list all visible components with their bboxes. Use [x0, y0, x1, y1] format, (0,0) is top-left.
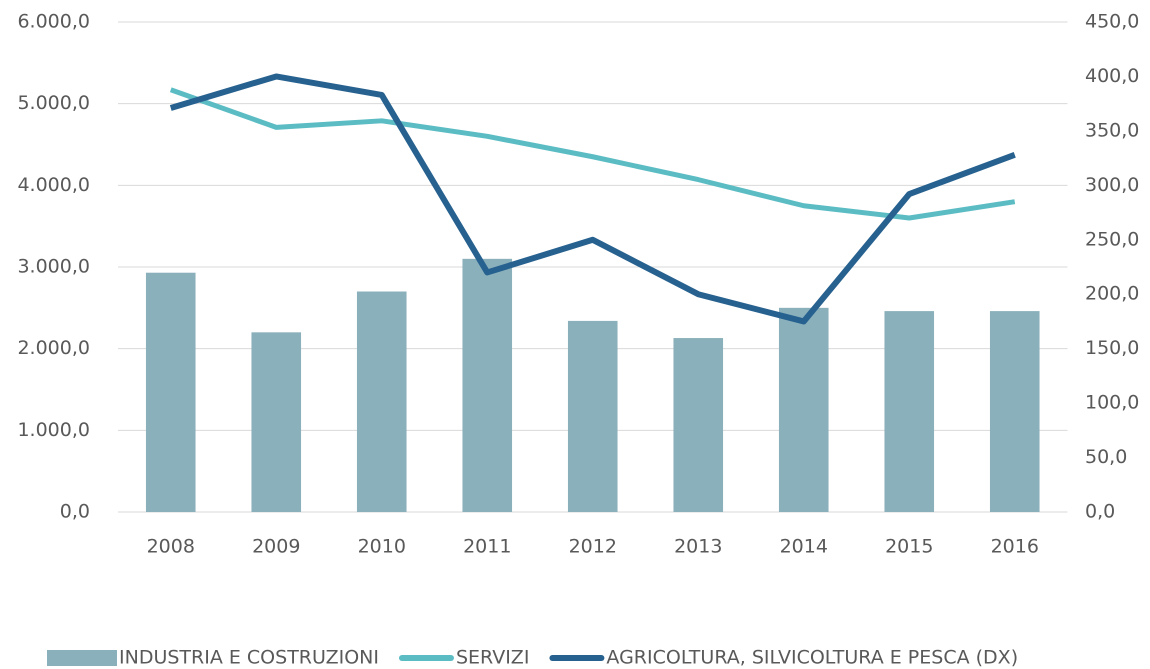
bar [145, 272, 196, 512]
bar [884, 311, 935, 512]
line [169, 73, 1016, 325]
x-tick-label: 2008 [147, 536, 195, 558]
x-tick-label: 2012 [569, 536, 617, 558]
x-tick-label: 2009 [252, 536, 300, 558]
y2-tick-label: 300,0 [1085, 174, 1139, 196]
y2-tick-label: 50,0 [1085, 446, 1127, 468]
x-tick-label: 2014 [780, 536, 828, 558]
y-tick-label: 1.000,0 [17, 419, 90, 441]
y2-tick-label: 450,0 [1085, 11, 1139, 33]
bar [673, 338, 724, 512]
y-tick-label: 0,0 [60, 501, 90, 523]
y2-tick-label: 400,0 [1085, 65, 1139, 87]
legend-label: INDUSTRIA E COSTRUZIONI [119, 647, 379, 669]
bar [989, 311, 1040, 512]
legend-label: SERVIZI [456, 647, 529, 669]
bar [251, 332, 302, 512]
bar [567, 320, 618, 512]
line [169, 87, 1016, 221]
legend-label: AGRICOLTURA, SILVICOLTURA E PESCA (DX) [606, 647, 1018, 669]
y2-tick-label: 350,0 [1085, 119, 1139, 141]
y2-tick-label: 150,0 [1085, 337, 1139, 359]
y-tick-label: 5.000,0 [17, 92, 90, 114]
x-tick-label: 2015 [885, 536, 933, 558]
x-tick-label: 2011 [463, 536, 511, 558]
y2-tick-label: 0,0 [1085, 501, 1115, 523]
legend-swatch [47, 650, 117, 666]
x-tick-label: 2010 [358, 536, 406, 558]
y-tick-label: 3.000,0 [17, 256, 90, 278]
y2-tick-label: 200,0 [1085, 283, 1139, 305]
y-tick-label: 6.000,0 [17, 11, 90, 33]
y-tick-label: 2.000,0 [17, 337, 90, 359]
y2-tick-label: 100,0 [1085, 392, 1139, 414]
bar [356, 291, 407, 512]
bar [778, 307, 829, 512]
x-tick-label: 2013 [674, 536, 722, 558]
x-tick-label: 2016 [991, 536, 1039, 558]
bar [462, 258, 513, 512]
y-tick-label: 4.000,0 [17, 174, 90, 196]
y2-tick-label: 250,0 [1085, 228, 1139, 250]
